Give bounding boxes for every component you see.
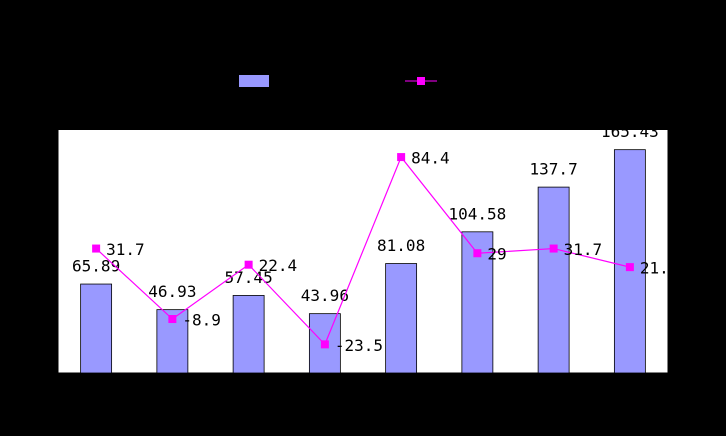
bar [613, 149, 646, 374]
bar-value-label: 104.58 [448, 204, 506, 223]
bar-value-label: 65.89 [72, 257, 120, 276]
bar [385, 263, 418, 374]
bar-value-label: 43.96 [301, 286, 349, 305]
line-value-label: 29 [487, 245, 506, 264]
y2-tick-label: -20 [676, 328, 705, 347]
line-value-label: -8.9 [182, 311, 221, 330]
bar-value-label: 137.7 [530, 160, 578, 179]
bar [80, 283, 113, 374]
y2-tick-label: 20 [676, 258, 695, 277]
y2-tick-label: 40 [676, 224, 695, 243]
y-tick-label: 20 [31, 336, 50, 355]
bar-value-label: 165.43 [601, 122, 659, 141]
y2-tick-label: -40 [676, 363, 705, 382]
y-tick-label: 60 [31, 282, 50, 301]
marker [168, 315, 177, 324]
line-value-label: 22.4 [259, 256, 298, 275]
line-value-label: -23.5 [335, 336, 383, 355]
bar [537, 186, 570, 374]
line [95, 155, 631, 346]
y-tick-label: 80 [31, 255, 50, 274]
y-tick-label: 160 [21, 147, 50, 166]
y-tick-label: 180 [21, 120, 50, 139]
y2-tick-label: 60 [676, 189, 695, 208]
marker [549, 244, 558, 253]
y2-tick-label: 80 [676, 154, 695, 173]
bar-value-label: 46.93 [148, 282, 196, 301]
marker [92, 244, 101, 253]
y2-tick-label: 100 [676, 120, 705, 139]
legend-swatch [239, 75, 269, 87]
line-value-label: 21. [640, 259, 669, 278]
marker [625, 263, 634, 272]
marker [320, 340, 329, 349]
marker [244, 260, 253, 269]
line-value-label: 31.7 [106, 240, 145, 259]
marker [397, 153, 406, 162]
legend-marker [417, 77, 425, 85]
bar-value-label: 81.08 [377, 236, 425, 255]
y2-tick-label: 0 [676, 293, 686, 312]
bar [232, 295, 265, 374]
line-value-label: 31.7 [564, 240, 603, 259]
y-tick-label: 140 [21, 174, 50, 193]
y-tick-label: 120 [21, 201, 50, 220]
marker [473, 249, 482, 258]
y-tick-label: 100 [21, 228, 50, 247]
line-value-label: 84.4 [411, 149, 450, 168]
y-tick-label: 0 [40, 363, 50, 382]
y-tick-label: 40 [31, 309, 50, 328]
